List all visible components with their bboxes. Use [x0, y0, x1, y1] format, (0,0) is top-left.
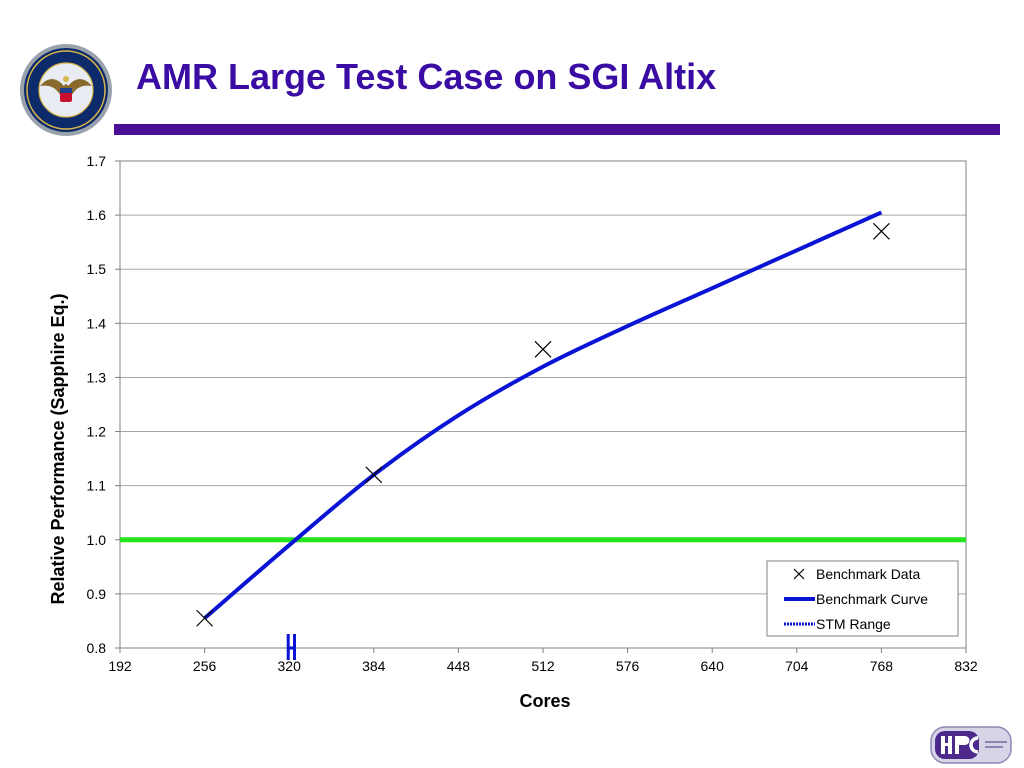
y-tick-label: 1.1 [87, 478, 107, 494]
x-tick-label: 704 [785, 658, 809, 674]
x-tick-label: 448 [447, 658, 471, 674]
benchmark-data-point [365, 466, 383, 484]
y-axis-tick-labels: 0.8 0.9 1.0 1.1 1.2 1.3 1.4 1.5 1.6 1.7 [87, 153, 107, 656]
y-tick-label: 1.0 [87, 532, 107, 548]
x-tick-label: 768 [870, 658, 894, 674]
legend: Benchmark Data Benchmark Curve STM Range [766, 560, 959, 637]
x-tick-label: 512 [531, 658, 555, 674]
legend-item: STM Range [784, 616, 891, 632]
benchmark-curve-line [203, 210, 883, 620]
x-tick-label: 640 [701, 658, 725, 674]
legend-marker-x [793, 568, 805, 580]
slide-title: AMR Large Test Case on SGI Altix [136, 56, 717, 97]
x-tick-label: 576 [616, 658, 640, 674]
y-tick-label: 0.8 [87, 640, 107, 656]
y-tick-label: 1.6 [87, 207, 107, 223]
x-tick-label: 256 [193, 658, 217, 674]
y-axis-label: Relative Performance (Sapphire Eq.) [48, 293, 68, 604]
y-tick-label: 1.4 [87, 315, 107, 331]
x-axis-tick-labels: 192 256 320 384 448 512 576 640 704 768 832 [108, 658, 978, 674]
y-tick-label: 1.2 [87, 424, 107, 440]
plot-area-frame [119, 160, 967, 649]
benchmark-data-markers [196, 222, 890, 627]
x-tick-label: 320 [278, 658, 302, 674]
benchmark-data-point [196, 609, 214, 627]
x-axis-label: Cores [519, 691, 570, 711]
x-tick-label: 832 [954, 658, 978, 674]
legend-label: Benchmark Curve [816, 591, 928, 607]
y-tick-label: 0.9 [87, 586, 107, 602]
x-tick-label: 384 [362, 658, 386, 674]
title-divider [114, 124, 1000, 135]
legend-item: Benchmark Data [793, 566, 920, 582]
department-of-defense-seal-icon [20, 44, 112, 136]
y-tick-label: 1.5 [87, 261, 107, 277]
benchmark-data-point [534, 340, 552, 358]
y-tick-label: 1.3 [87, 369, 107, 385]
hpc-modernization-program-logo-icon [930, 726, 1012, 764]
legend-item: Benchmark Curve [784, 591, 928, 607]
legend-label: STM Range [816, 616, 891, 632]
benchmark-chart: 0.8 0.9 1.0 1.1 1.2 1.3 1.4 1.5 1.6 1.7 192 256 320… [48, 153, 978, 711]
y-tick-label: 1.7 [87, 153, 107, 169]
benchmark-data-point [872, 222, 890, 240]
legend-label: Benchmark Data [816, 566, 920, 582]
stm-range-marker [286, 634, 296, 660]
x-tick-label: 192 [108, 658, 132, 674]
